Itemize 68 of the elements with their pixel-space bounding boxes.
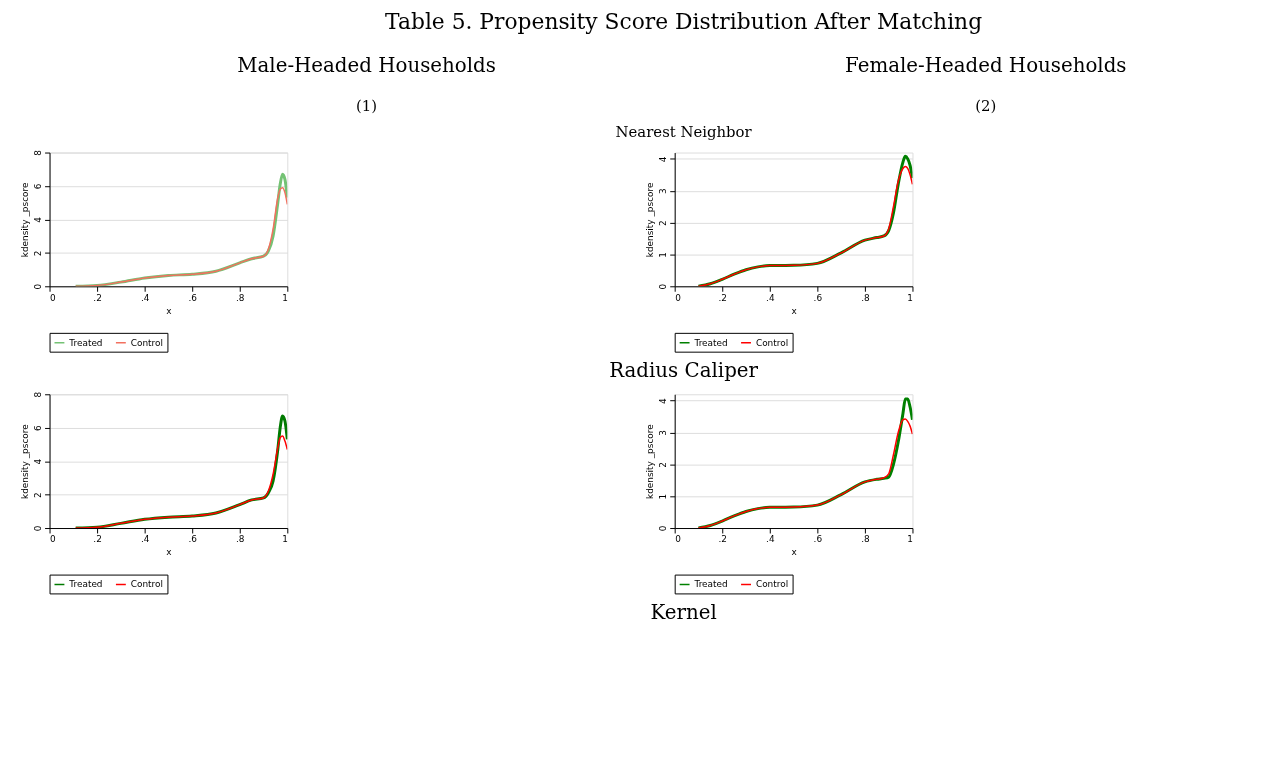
- x-tick-label: .2: [718, 292, 727, 303]
- x-tick-label: .8: [236, 292, 245, 303]
- x-tick-label: 1: [282, 292, 288, 303]
- x-tick-label: .6: [813, 292, 823, 303]
- x-tick-label: .4: [140, 534, 150, 545]
- x-tick-label: .6: [813, 534, 823, 545]
- text: Female-Headed Households: [845, 54, 1127, 78]
- x-tick-label: .4: [766, 534, 775, 545]
- y-tick-label: 8: [33, 391, 44, 398]
- x-tick-label: .2: [93, 534, 102, 545]
- text: Nearest Neighbor: [615, 122, 753, 141]
- x-tick-label: .4: [766, 292, 775, 303]
- x-axis-title: x: [791, 547, 797, 558]
- x-axis-title: x: [791, 305, 797, 316]
- y-axis-title: kdensity _pscore: [20, 424, 31, 499]
- caption: Table 5. Propensity Score Distribution After Matching: [385, 8, 983, 34]
- legend-label: Treated: [693, 337, 728, 348]
- y-tick-label: 4: [658, 397, 669, 404]
- y-tick-label: 4: [33, 458, 44, 465]
- y-tick-label: 1: [658, 493, 669, 500]
- x-tick-label: 0: [50, 534, 57, 545]
- legend-label: Control: [130, 579, 163, 590]
- x-tick-label: 1: [907, 534, 913, 545]
- x-tick-label: 1: [282, 534, 288, 545]
- text: Male-Headed Households: [237, 54, 496, 78]
- x-tick-label: 0: [675, 534, 682, 545]
- y-axis-title: kdensity _pscore: [645, 424, 656, 499]
- x-tick-label: 0: [675, 292, 682, 303]
- y-tick-label: 2: [658, 462, 669, 468]
- legend-label: Treated: [68, 579, 103, 590]
- y-axis-title: kdensity _pscore: [645, 182, 656, 258]
- legend-label: Treated: [68, 337, 103, 348]
- x-tick-label: 1: [907, 292, 913, 303]
- y-tick-label: 2: [33, 492, 44, 498]
- y-tick-label: 8: [33, 149, 44, 156]
- x-tick-label: .8: [861, 534, 870, 545]
- text: Radius Caliper: [609, 359, 759, 383]
- text: Kernel: [650, 601, 717, 625]
- x-axis-title: x: [166, 305, 172, 316]
- legend-label: Control: [755, 337, 789, 348]
- legend-label: Control: [130, 337, 163, 348]
- x-tick-label: .6: [188, 292, 198, 303]
- y-tick-label: 3: [658, 430, 669, 436]
- y-tick-label: 2: [658, 220, 669, 226]
- y-tick-label: 6: [33, 425, 44, 432]
- x-tick-label: .4: [140, 292, 150, 303]
- x-tick-label: .6: [188, 534, 198, 545]
- y-tick-label: 3: [658, 188, 669, 195]
- text: (2): [975, 96, 997, 115]
- text: (1): [356, 96, 378, 115]
- y-tick-label: 4: [33, 216, 44, 223]
- legend-label: Control: [755, 579, 789, 590]
- y-tick-label: 0: [33, 283, 44, 290]
- x-tick-label: 0: [50, 292, 57, 303]
- x-axis-title: x: [166, 547, 172, 558]
- y-tick-label: 0: [658, 283, 669, 290]
- y-tick-label: 0: [658, 525, 669, 532]
- y-tick-label: 6: [33, 183, 44, 190]
- y-tick-label: 2: [33, 250, 44, 257]
- y-tick-label: 0: [33, 525, 44, 532]
- y-axis-title: kdensity _pscore: [20, 182, 31, 258]
- x-tick-label: .8: [236, 534, 245, 545]
- legend-label: Treated: [693, 579, 728, 590]
- y-tick-label: 1: [658, 252, 669, 258]
- x-tick-label: .8: [861, 292, 870, 303]
- y-tick-label: 4: [658, 156, 669, 163]
- x-tick-label: .2: [93, 292, 102, 303]
- x-tick-label: .2: [718, 534, 727, 545]
